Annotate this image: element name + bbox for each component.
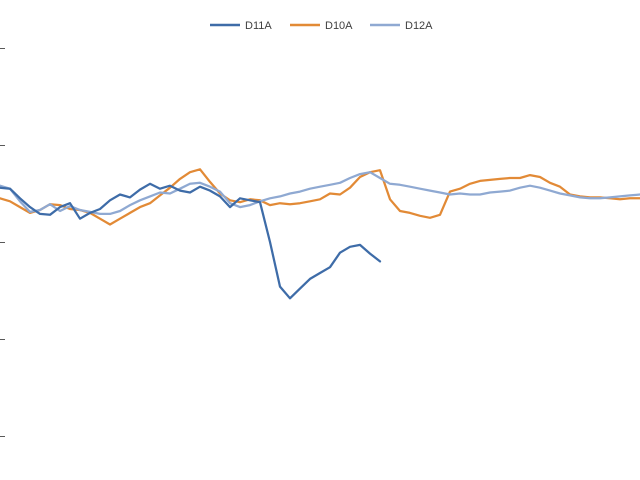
plot-area	[0, 168, 640, 300]
legend-entry-d12a: D12A	[370, 20, 433, 32]
series-line-d12a	[0, 171, 640, 216]
series-line-d10a	[0, 168, 640, 226]
legend-label: D12A	[405, 20, 433, 32]
legend: D11A D10A D12A	[210, 20, 433, 32]
legend-label: D11A	[245, 20, 272, 32]
series-line-d11a	[0, 182, 382, 300]
legend-label: D10A	[325, 20, 353, 32]
legend-entry-d11a: D11A	[210, 20, 272, 32]
legend-entry-d10a: D10A	[290, 20, 353, 32]
y-axis-ticks	[0, 48, 5, 437]
